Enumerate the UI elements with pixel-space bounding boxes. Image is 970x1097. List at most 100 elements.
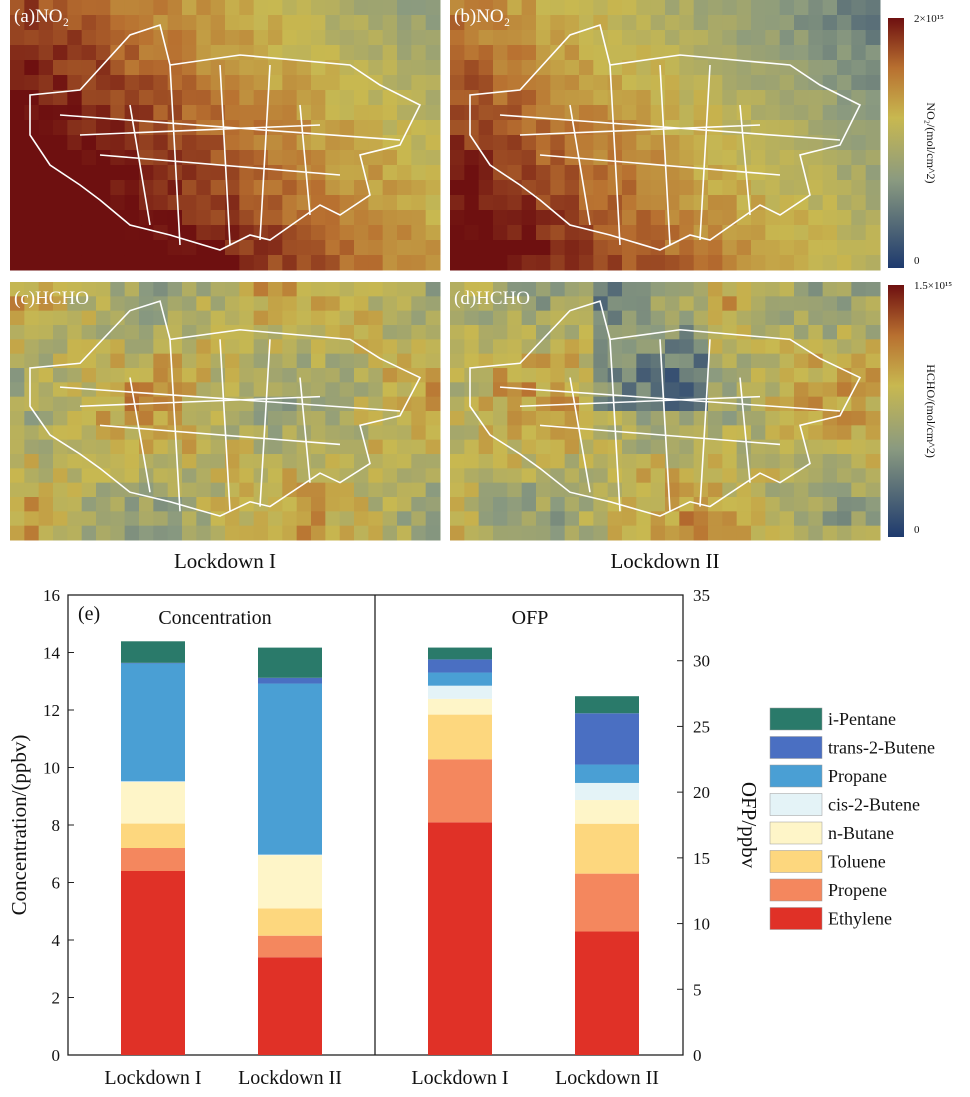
map-cell: [253, 15, 269, 31]
map-cell: [110, 135, 126, 151]
map-cell: [196, 325, 212, 340]
map-cell: [354, 105, 369, 121]
map-cell: [493, 468, 508, 484]
map-cell: [139, 296, 154, 312]
column-label: Lockdown II: [610, 549, 719, 573]
map-cell: [493, 135, 508, 151]
map-cell: [779, 30, 795, 46]
map-cell: [124, 225, 140, 241]
map-cell: [397, 75, 412, 91]
map-cell: [182, 439, 197, 455]
map-cell: [382, 497, 398, 512]
map-cell: [536, 482, 551, 498]
map-cell: [550, 411, 566, 426]
map-cell: [425, 105, 441, 121]
map-cell: [550, 454, 566, 469]
map-cell: [96, 105, 111, 121]
map-cell: [182, 255, 197, 271]
map-cell: [382, 105, 398, 121]
map-cell: [110, 165, 126, 181]
map-cell: [736, 0, 752, 16]
map-cell: [708, 225, 723, 241]
map-cell: [822, 339, 838, 355]
map-cell: [397, 353, 412, 369]
map-cell: [253, 353, 269, 369]
map-cell: [837, 105, 852, 121]
map-cell: [325, 525, 341, 541]
map-cell: [622, 396, 637, 412]
map-cell: [167, 382, 183, 398]
map-cell: [38, 325, 54, 340]
map-cell: [96, 210, 111, 226]
map-cell: [268, 339, 283, 355]
map-cell: [196, 525, 212, 541]
map-cell: [282, 396, 298, 412]
map-cell: [779, 525, 795, 541]
map-cell: [536, 60, 551, 76]
map-cell: [182, 195, 197, 211]
map-cell: [779, 90, 795, 106]
map-cell: [851, 325, 867, 340]
map-cell: [210, 60, 226, 76]
map-cell: [196, 382, 212, 398]
map-cell: [96, 15, 111, 31]
map-cell: [478, 468, 494, 484]
map-cell: [67, 75, 83, 91]
map-cell: [81, 497, 97, 512]
map-cell: [564, 454, 580, 469]
map-cell: [153, 165, 169, 181]
map-cell: [751, 468, 766, 484]
map-cell: [38, 15, 54, 31]
map-cell: [765, 353, 781, 369]
map-cell: [650, 296, 666, 312]
map-cell: [425, 150, 441, 166]
map-cell: [478, 454, 494, 469]
map-cell: [564, 60, 580, 76]
map-cell: [225, 105, 240, 121]
map-cell: [38, 382, 54, 398]
map-cell: [124, 310, 140, 326]
map-cell: [311, 310, 326, 326]
map-cell: [650, 225, 666, 241]
map-cell: [239, 382, 255, 398]
map-cell: [67, 382, 83, 398]
map-cell: [296, 180, 312, 196]
map-cell: [24, 411, 40, 426]
map-cell: [493, 255, 508, 271]
map-cell: [96, 120, 111, 136]
map-cell: [153, 482, 169, 498]
map-cell: [282, 325, 298, 340]
map-cell: [10, 368, 25, 383]
map-cell: [153, 30, 169, 46]
map-cell: [282, 45, 298, 61]
map-cell: [81, 195, 97, 211]
map-cell: [837, 60, 852, 76]
map-cell: [53, 240, 68, 256]
map-cell: [679, 165, 695, 181]
map-cell: [225, 30, 240, 46]
map-cell: [622, 0, 637, 16]
map-cell: [225, 75, 240, 91]
map-cell: [765, 45, 781, 61]
map-cell: [779, 282, 795, 297]
map-cell: [665, 75, 680, 91]
map-cell: [296, 120, 312, 136]
map-cell: [53, 325, 68, 340]
map-cell: [239, 368, 255, 383]
map-cell: [311, 425, 326, 441]
map-cell: [53, 382, 68, 398]
map-cell: [339, 30, 355, 46]
map-cell: [808, 296, 824, 312]
map-cell: [382, 396, 398, 412]
map-cell: [296, 60, 312, 76]
map-cell: [96, 310, 111, 326]
map-cell: [239, 60, 255, 76]
map-cell: [296, 105, 312, 121]
map-cell: [282, 135, 298, 151]
map-cell: [182, 45, 197, 61]
map-cell: [196, 60, 212, 76]
bar-segment: [428, 659, 492, 673]
map-cell: [579, 497, 594, 512]
map-cell: [708, 353, 723, 369]
map-cell: [650, 210, 666, 226]
